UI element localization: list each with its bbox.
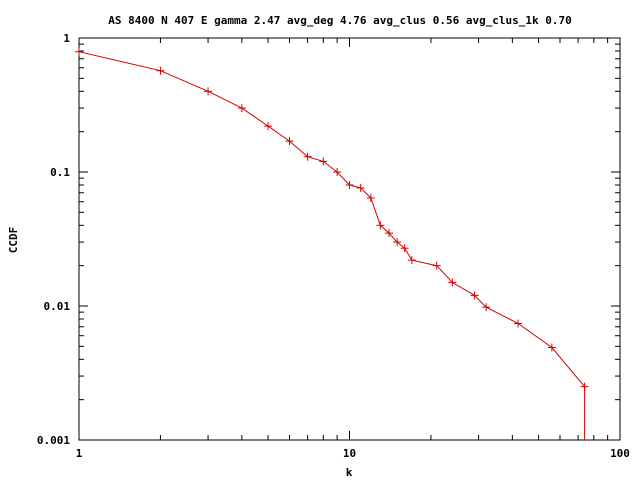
data-point [285, 137, 294, 146]
data-point [547, 343, 556, 352]
y-axis-label: CCDF [7, 227, 20, 254]
data-point [407, 256, 416, 265]
x-axis-label: k [346, 466, 353, 479]
data-point [514, 319, 523, 328]
x-tick-label: 1 [76, 447, 83, 460]
data-point [237, 104, 246, 113]
data-point [345, 180, 354, 189]
data-point [156, 66, 165, 75]
y-tick-label: 0.1 [50, 166, 70, 179]
ccdf-series [75, 47, 589, 440]
data-point [393, 238, 402, 247]
plot-frame [78, 37, 621, 441]
data-point [448, 278, 457, 287]
data-point [376, 221, 385, 230]
data-point [470, 291, 479, 300]
data-point [482, 303, 491, 312]
data-point [356, 183, 365, 192]
data-point [303, 152, 312, 161]
data-point [75, 47, 83, 56]
x-axis: 1 10 100 [76, 38, 630, 460]
y-tick-label: 1 [63, 32, 70, 45]
data-point [432, 261, 441, 270]
data-point [264, 122, 273, 131]
chart-title: AS 8400 N 407 E gamma 2.47 avg_deg 4.76 … [108, 14, 572, 27]
y-axis: 1 0.1 0.01 0.001 [37, 32, 620, 447]
data-point [333, 168, 342, 176]
data-point [400, 244, 409, 253]
data-point [580, 382, 589, 391]
y-tick-label: 0.001 [37, 434, 70, 447]
x-tick-label: 100 [610, 447, 630, 460]
series-line [78, 51, 586, 440]
data-point [204, 87, 213, 96]
x-tick-label: 10 [343, 447, 356, 460]
data-point [385, 229, 394, 238]
data-point [319, 157, 328, 166]
data-point [366, 193, 375, 202]
y-tick-label: 0.01 [44, 300, 71, 313]
